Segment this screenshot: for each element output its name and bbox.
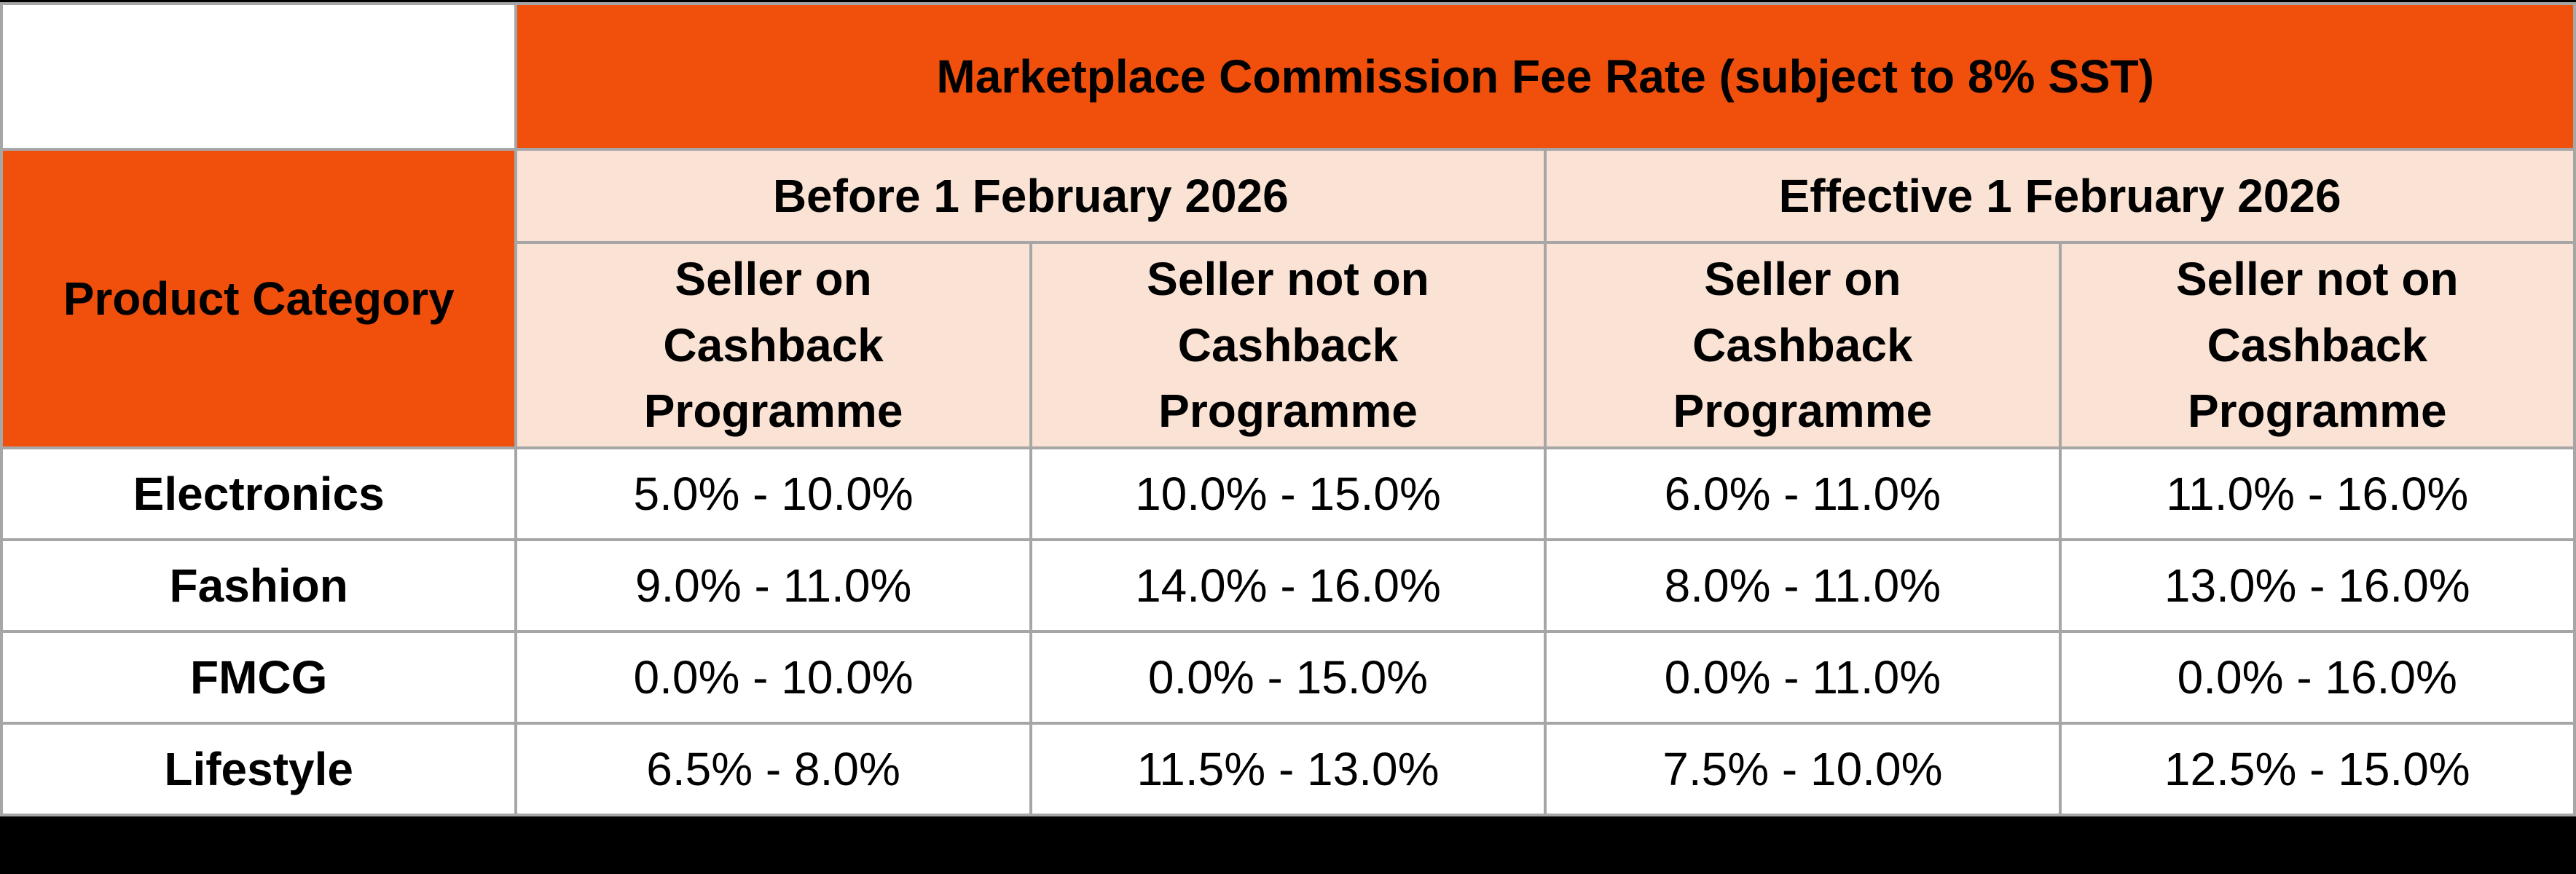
rate-cell: 7.5% - 10.0%: [1544, 722, 2062, 816]
rate-cell: 0.0% - 10.0%: [514, 630, 1032, 725]
period-header-effective: Effective 1 February 2026: [1544, 148, 2576, 244]
rate-cell: 14.0% - 16.0%: [1029, 538, 1547, 633]
blank-corner-cell: [0, 2, 518, 151]
table-row-fashion: Fashion 9.0% - 11.0% 14.0% - 16.0% 8.0% …: [0, 538, 2576, 633]
rate-cell: 9.0% - 11.0%: [514, 538, 1032, 633]
rate-cell: 11.0% - 16.0%: [2058, 446, 2576, 541]
table-title: Marketplace Commission Fee Rate (subject…: [514, 2, 2576, 151]
category-cell: FMCG: [0, 630, 518, 725]
rate-cell: 5.0% - 10.0%: [514, 446, 1032, 541]
rate-cell: 6.5% - 8.0%: [514, 722, 1032, 816]
seller-header-row: Seller on Cashback Programme Seller not …: [1, 241, 2576, 449]
table-row-lifestyle: Lifestyle 6.5% - 8.0% 11.5% - 13.0% 7.5%…: [0, 722, 2576, 816]
rate-cell: 10.0% - 15.0%: [1029, 446, 1547, 541]
product-category-header: Product Category: [0, 148, 518, 449]
rate-cell: 13.0% - 16.0%: [2058, 538, 2576, 633]
category-cell: Fashion: [0, 538, 518, 633]
seller-header-effective-not-on-cashback: Seller not on Cashback Programme: [2058, 241, 2576, 449]
seller-header-effective-on-cashback: Seller on Cashback Programme: [1544, 241, 2062, 449]
period-header-before: Before 1 February 2026: [514, 148, 1547, 244]
rate-cell: 8.0% - 11.0%: [1544, 538, 2062, 633]
rate-cell: 0.0% - 15.0%: [1029, 630, 1547, 725]
seller-header-before-not-on-cashback: Seller not on Cashback Programme: [1029, 241, 1547, 449]
rate-cell: 0.0% - 11.0%: [1544, 630, 2062, 725]
title-row: Marketplace Commission Fee Rate (subject…: [0, 2, 2576, 151]
rate-cell: 6.0% - 11.0%: [1544, 446, 2062, 541]
rate-cell: 11.5% - 13.0%: [1029, 722, 1547, 816]
table-row-fmcg: FMCG 0.0% - 10.0% 0.0% - 15.0% 0.0% - 11…: [0, 630, 2576, 725]
category-cell: Lifestyle: [0, 722, 518, 816]
seller-header-before-on-cashback: Seller on Cashback Programme: [514, 241, 1032, 449]
rate-cell: 12.5% - 15.0%: [2058, 722, 2576, 816]
commission-fee-table: Marketplace Commission Fee Rate (subject…: [0, 2, 2576, 816]
table-row-electronics: Electronics 5.0% - 10.0% 10.0% - 15.0% 6…: [0, 446, 2576, 541]
rate-cell: 0.0% - 16.0%: [2058, 630, 2576, 725]
category-cell: Electronics: [0, 446, 518, 541]
period-header-row: Product Category Before 1 February 2026 …: [0, 148, 2576, 449]
